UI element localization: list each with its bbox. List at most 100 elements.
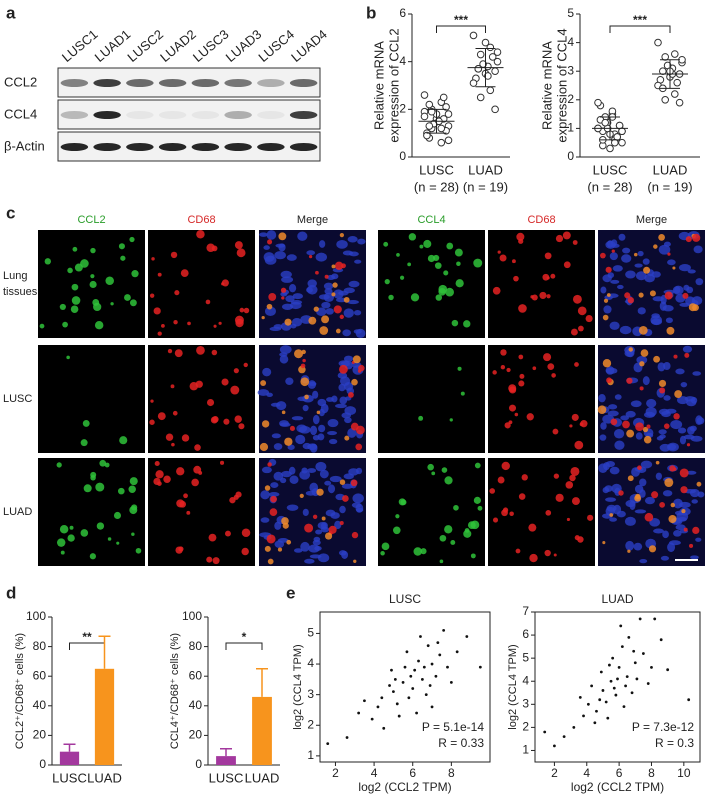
stain: [357, 369, 362, 373]
point: [659, 638, 663, 642]
stain: [407, 262, 412, 267]
stain: [211, 349, 218, 356]
stain: [335, 328, 341, 334]
stain: [423, 239, 432, 248]
stain: [642, 426, 649, 433]
point: [593, 721, 597, 725]
category-note: (n = 19): [463, 179, 508, 194]
nucleus: [338, 550, 347, 556]
stain: [353, 559, 357, 563]
nucleus: [687, 269, 696, 274]
nucleus: [324, 287, 333, 295]
nucleus: [340, 361, 353, 366]
nucleus: [673, 498, 683, 509]
stain: [135, 547, 142, 554]
nucleus: [609, 321, 620, 330]
stain: [186, 510, 191, 515]
nucleus: [650, 315, 662, 325]
blot-band: [191, 143, 220, 151]
point: [345, 736, 349, 739]
y-tick-label: 4: [522, 673, 529, 687]
nucleus: [683, 434, 695, 440]
x-tick-label: LUSC: [419, 162, 454, 177]
stain: [208, 533, 217, 542]
stain: [464, 528, 470, 533]
nucleus: [663, 241, 671, 247]
stain: [673, 413, 680, 420]
lane-label: LUSC2: [124, 26, 166, 64]
stain: [339, 521, 344, 526]
stain: [410, 293, 420, 302]
stain: [532, 366, 537, 371]
nucleus: [335, 403, 347, 409]
stain: [659, 501, 666, 508]
sd-bar: [426, 108, 447, 134]
blot-row-label: β-Actin: [4, 138, 45, 153]
stain: [500, 364, 506, 370]
column-title: CCL2: [77, 214, 105, 226]
point: [617, 665, 621, 669]
stain: [120, 255, 126, 261]
point: [627, 635, 631, 639]
point: [476, 50, 485, 59]
point: [430, 705, 434, 709]
stain: [456, 261, 461, 267]
stain: [321, 516, 326, 521]
column-title: CD68: [187, 214, 215, 226]
nucleus: [321, 301, 331, 309]
stain: [194, 444, 201, 451]
stain: [508, 420, 513, 425]
point: [590, 684, 594, 688]
stain: [633, 252, 638, 257]
stain: [669, 465, 676, 472]
stain: [281, 517, 289, 525]
stain: [294, 349, 304, 359]
point: [474, 65, 483, 73]
point: [491, 67, 499, 75]
stain: [388, 294, 394, 301]
stain: [509, 404, 517, 412]
nucleus: [640, 460, 653, 469]
point: [641, 652, 645, 655]
micrograph: [38, 345, 145, 453]
stain: [674, 390, 683, 398]
stain: [519, 373, 525, 379]
stain: [550, 273, 556, 279]
point: [650, 665, 653, 669]
nucleus: [261, 466, 272, 474]
blot-band: [60, 143, 89, 151]
point: [419, 635, 422, 638]
point: [687, 698, 691, 702]
nucleus: [307, 380, 317, 389]
stain: [60, 550, 65, 555]
point: [481, 38, 490, 47]
stain: [521, 474, 528, 481]
stain: [155, 470, 164, 479]
stain: [638, 292, 644, 298]
nucleus: [273, 471, 284, 481]
point: [666, 668, 670, 672]
sd-bar: [660, 59, 680, 89]
point: [606, 716, 610, 720]
column-title: Merge: [297, 214, 328, 226]
nucleus: [613, 428, 625, 439]
stain: [196, 230, 205, 239]
stain: [234, 315, 244, 325]
point: [425, 100, 434, 109]
nucleus: [301, 467, 308, 474]
nucleus: [344, 416, 352, 424]
y-axis-label: expression of CCL2: [386, 28, 401, 142]
nucleus: [319, 240, 326, 248]
nucleus: [607, 240, 614, 248]
nucleus: [658, 244, 671, 255]
nucleus: [662, 305, 674, 312]
nucleus: [280, 477, 287, 484]
point: [423, 131, 431, 140]
stain: [427, 254, 436, 263]
stain: [643, 266, 651, 274]
stain: [167, 348, 173, 354]
stain: [473, 496, 481, 504]
panel-label: e: [286, 583, 295, 602]
point: [646, 682, 650, 685]
stain: [571, 497, 580, 506]
